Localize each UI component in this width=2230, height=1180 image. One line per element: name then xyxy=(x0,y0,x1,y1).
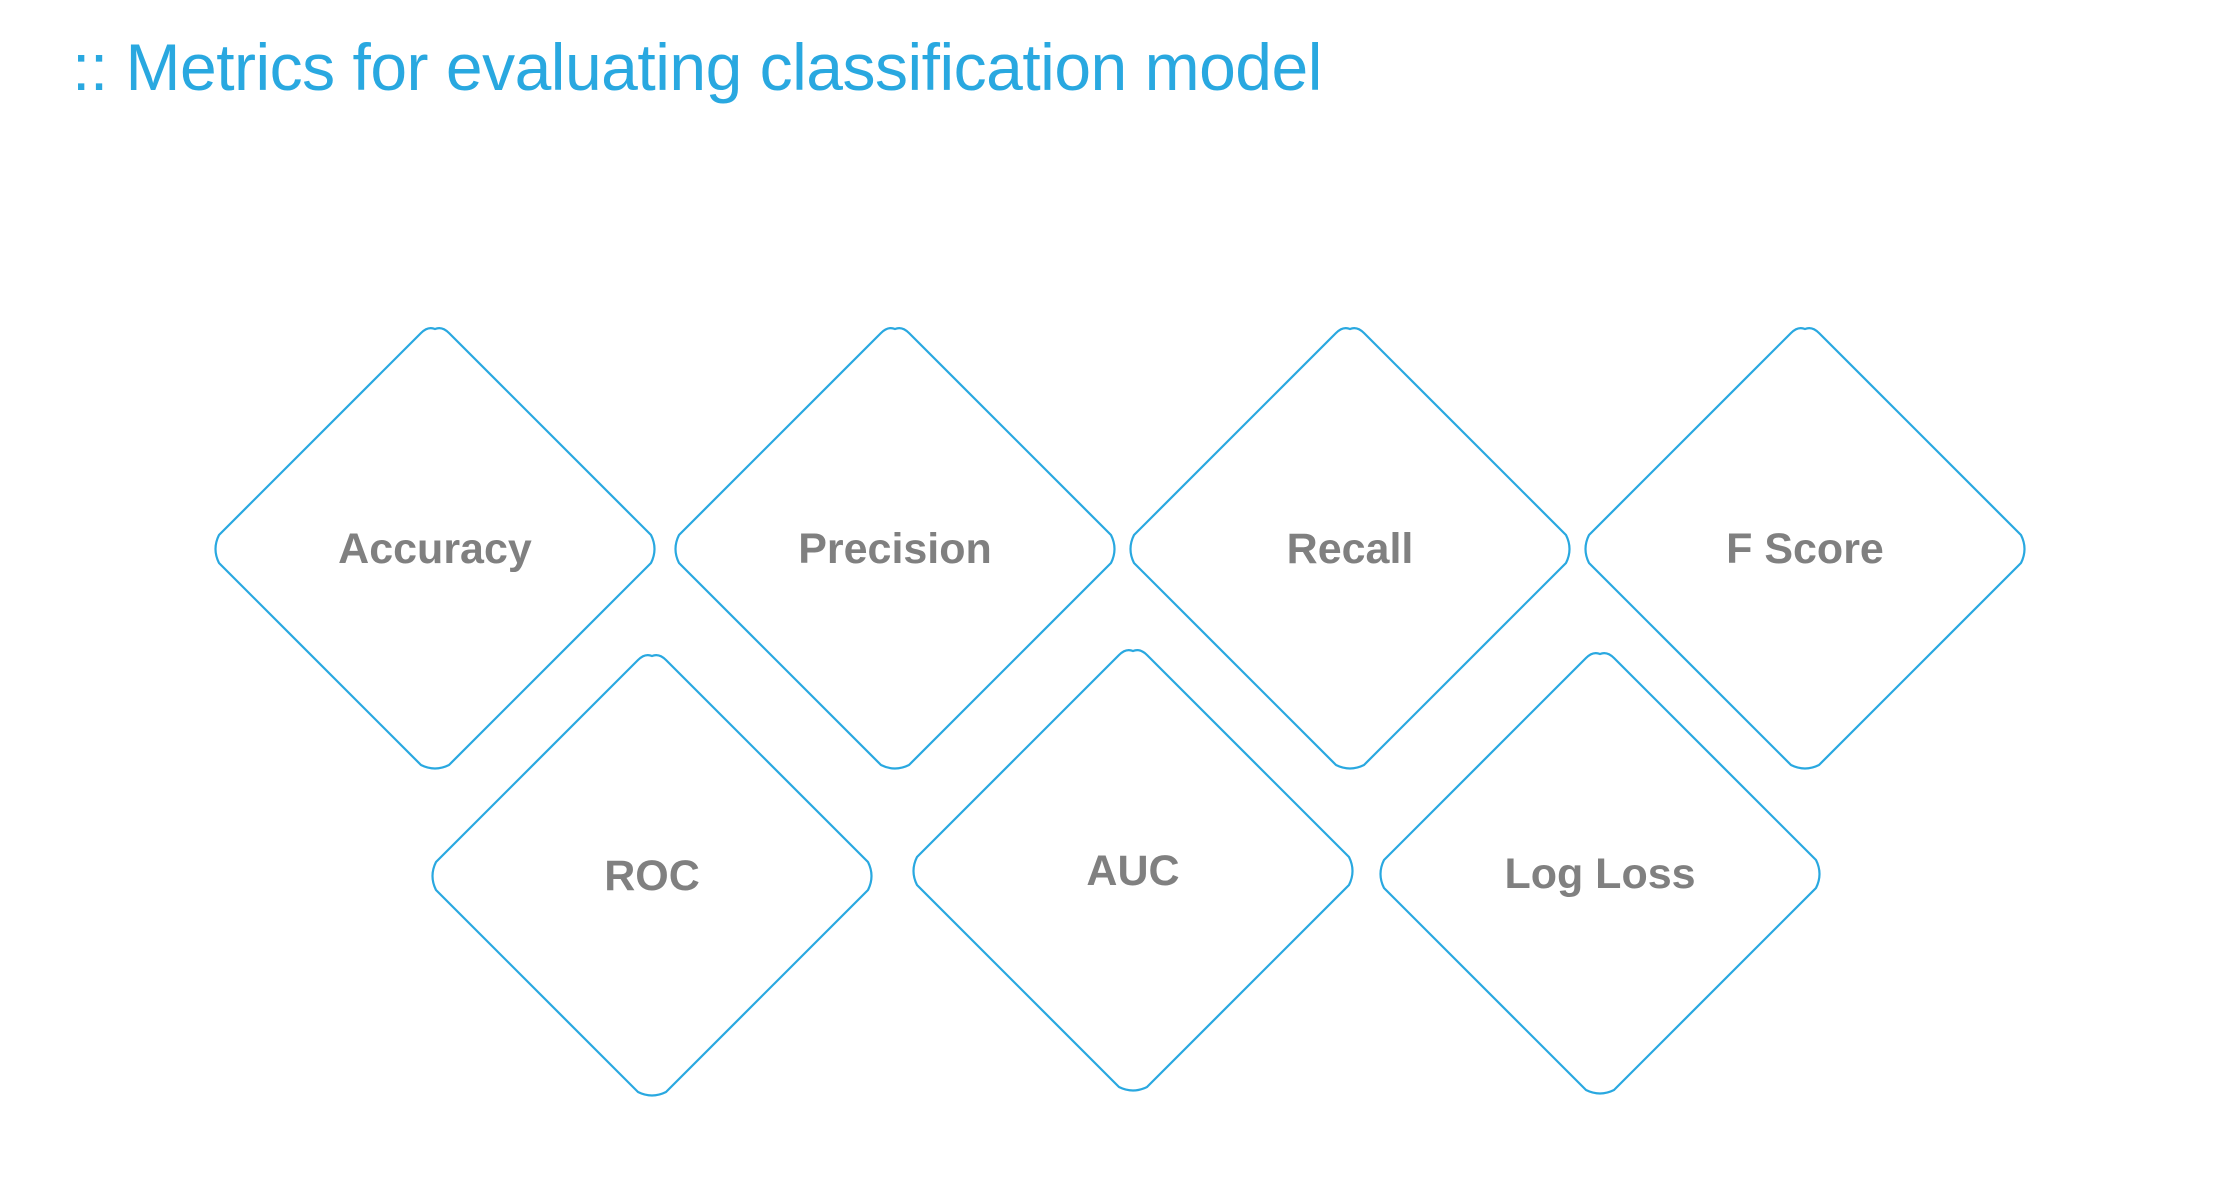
diamond-shape xyxy=(912,649,1354,1092)
metric-accuracy: Accuracy xyxy=(212,326,658,772)
metric-label: Accuracy xyxy=(338,525,532,573)
diamond-shape xyxy=(674,327,1116,770)
slide-title: :: Metrics for evaluating classification… xyxy=(72,30,1322,104)
diamond-shape xyxy=(1379,652,1821,1095)
diamond-shape xyxy=(1129,327,1571,770)
diamond-shape xyxy=(431,654,873,1097)
metric-auc: AUC xyxy=(910,648,1356,1094)
metric-label: F Score xyxy=(1726,525,1884,573)
metric-label: Precision xyxy=(798,525,992,573)
metric-label: Log Loss xyxy=(1504,850,1696,898)
metric-label: ROC xyxy=(604,852,700,900)
metric-roc: ROC xyxy=(429,653,875,1099)
diamond-shape xyxy=(214,327,656,770)
metric-label: Recall xyxy=(1286,525,1414,573)
metric-label: AUC xyxy=(1086,847,1180,895)
metric-recall: Recall xyxy=(1127,326,1573,772)
metric-precision: Precision xyxy=(672,326,1118,772)
metric-f-score: F Score xyxy=(1582,326,2028,772)
diamond-shape xyxy=(1584,327,2026,770)
metric-log-loss: Log Loss xyxy=(1377,651,1823,1097)
